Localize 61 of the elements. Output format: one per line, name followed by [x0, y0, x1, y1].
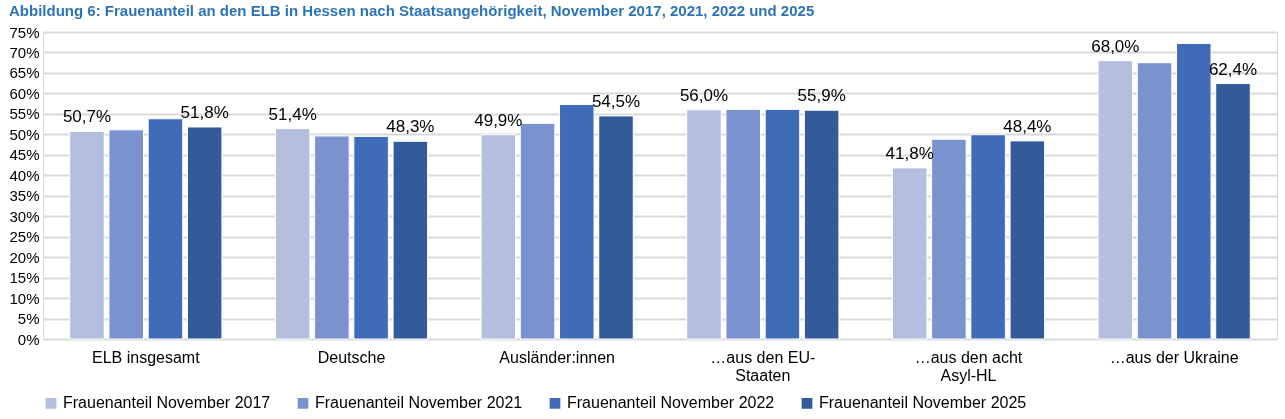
- bar: [186, 126, 223, 340]
- legend-label: Frauenanteil November 2025: [819, 394, 1027, 412]
- y-tick-label: 10%: [9, 289, 40, 307]
- y-tick-label: 0%: [17, 330, 40, 348]
- legend-label: Frauenanteil November 2021: [315, 394, 523, 412]
- y-tick-label: 50%: [9, 125, 40, 143]
- data-label: 49,9%: [474, 110, 523, 130]
- bar: [803, 109, 840, 340]
- data-label: 51,4%: [268, 104, 317, 124]
- data-label: 54,5%: [591, 91, 641, 111]
- legend-label: Frauenanteil November 2022: [567, 394, 775, 412]
- data-label: 51,8%: [180, 102, 229, 122]
- y-tick-label: 30%: [9, 207, 40, 225]
- bar: [764, 108, 801, 340]
- bar: [480, 134, 517, 340]
- y-tick-label: 15%: [9, 269, 40, 287]
- data-label: 62,4%: [1208, 59, 1258, 79]
- bar: [1176, 42, 1212, 340]
- bar: [108, 129, 144, 340]
- data-label: 68,0%: [1091, 36, 1140, 56]
- bar: [970, 134, 1006, 340]
- chart-title: Abbildung 6: Frauenanteil an den ELB in Hessen nach Staatsangehörigkeit, November 2017, 2021, 2022 und 2025: [8, 2, 815, 19]
- y-tick-label: 70%: [9, 43, 40, 61]
- y-tick-label: 20%: [9, 248, 40, 266]
- bar: [725, 108, 761, 340]
- x-tick-label: Ausländer:innen: [499, 348, 615, 366]
- bar: [392, 140, 429, 340]
- x-tick-label: …aus den EU-Staaten: [710, 348, 816, 384]
- y-tick-label: 55%: [9, 105, 40, 123]
- bar: [1136, 62, 1173, 340]
- x-tick-label: ELB insgesamt: [92, 348, 201, 366]
- y-tick-label: 40%: [9, 166, 40, 184]
- bar: [598, 115, 634, 340]
- x-tick-label: …aus den acht Asyl-HL: [914, 348, 1023, 384]
- y-tick-label: 5%: [17, 310, 40, 328]
- data-label: 56,0%: [679, 85, 729, 105]
- legend-label: Frauenanteil November 2017: [63, 394, 271, 412]
- bar: [353, 135, 389, 340]
- y-tick-label: 60%: [9, 84, 40, 102]
- bar: [1215, 83, 1251, 340]
- data-label: 48,3%: [386, 117, 435, 137]
- y-tick-label: 75%: [9, 23, 40, 41]
- data-label: 55,9%: [797, 86, 846, 106]
- y-tick-label: 65%: [9, 64, 40, 82]
- data-label: 50,7%: [62, 107, 112, 127]
- y-tick-label: 35%: [9, 187, 40, 205]
- bar: [1097, 60, 1134, 340]
- bar: [1009, 140, 1046, 340]
- bar: [147, 118, 184, 340]
- y-tick-label: 25%: [9, 228, 40, 246]
- data-label: 41,8%: [885, 143, 934, 163]
- bar: [69, 130, 105, 340]
- data-label: 48,4%: [1003, 116, 1052, 136]
- bar: [891, 167, 928, 340]
- bar: [314, 135, 350, 340]
- x-tick-label: …aus der Ukraine: [1109, 348, 1239, 366]
- bar: [559, 103, 595, 340]
- x-tick-label: Deutsche: [317, 348, 386, 366]
- bar: [686, 109, 722, 340]
- bar: [274, 128, 311, 340]
- y-tick-label: 45%: [9, 146, 40, 164]
